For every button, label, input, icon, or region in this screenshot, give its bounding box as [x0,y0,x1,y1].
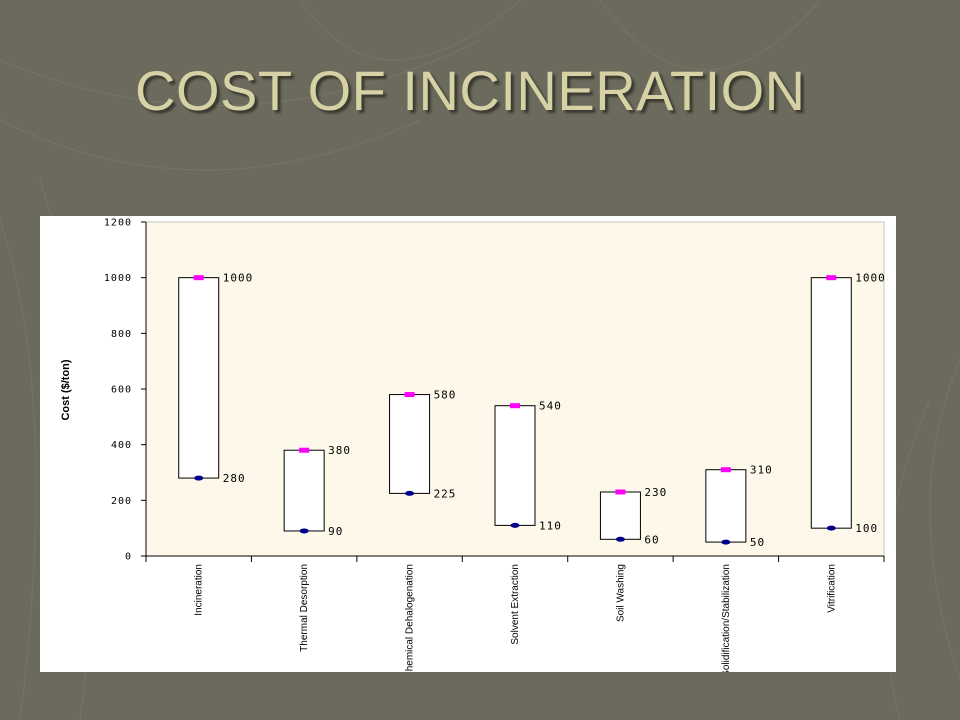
low-marker [405,490,415,496]
y-axis-title: Cost ($/ton) [60,359,72,420]
range-bar [494,405,536,526]
low-marker [299,528,309,534]
category-label: Chemical Dehalogenation [405,564,416,672]
high-value-label: 1000 [223,272,254,285]
low-marker [510,522,520,528]
range-bar [810,277,852,529]
range-chart: 0 200 400 600 800 1000 1200 1000 280 380 90 580 225… [60,218,886,673]
category-label: Solidification/Stabilization [721,564,732,672]
category-label: Soil Washing [615,564,626,622]
low-value-label: 100 [855,522,878,535]
high-value-label: 380 [328,444,351,457]
y-tick-label: 200 [111,496,132,507]
low-marker [826,525,836,531]
low-marker [615,536,625,542]
high-marker [510,403,520,409]
y-tick-label: 800 [111,329,132,340]
category-label: Thermal Desorption [299,564,310,652]
high-value-label: 580 [434,389,457,402]
category-labels: Incineration Thermal Desorption Chemical D… [194,564,838,672]
high-marker [404,392,415,398]
low-marker [721,539,731,545]
high-value-label: 540 [539,400,562,413]
range-bar [389,394,431,494]
range-bar [599,491,641,540]
y-axis [141,221,147,557]
low-value-label: 50 [750,536,765,549]
y-tick-label: 1200 [104,218,132,229]
category-label: Incineration [194,564,205,616]
low-value-label: 60 [644,533,659,546]
low-value-label: 90 [328,525,343,538]
range-bars [178,275,852,545]
high-marker [299,447,310,453]
high-marker [615,489,626,495]
high-marker [826,275,837,281]
y-tick-label: 1000 [104,273,132,284]
high-value-label: 230 [644,486,667,499]
range-bar [178,277,220,479]
y-tick-label: 600 [111,385,132,396]
y-tick-label: 400 [111,440,132,451]
range-bar [705,469,747,543]
low-value-label: 280 [223,472,246,485]
chart-panel: 0 200 400 600 800 1000 1200 1000 280 380 90 580 225… [40,216,896,672]
data-labels: 1000 280 380 90 580 225 540 110 230 60 310 50 1000 10… [223,272,886,549]
slide-title: COST OF INCINERATION [135,59,806,122]
high-value-label: 310 [750,464,773,477]
y-tick-label: 0 [125,552,132,563]
y-tick-labels: 0 200 400 600 800 1000 1200 [104,218,132,563]
high-marker [720,467,731,473]
range-bar [283,449,325,532]
category-label: Solvent Extraction [510,564,521,645]
low-marker [194,475,204,481]
x-axis [145,555,885,562]
low-value-label: 110 [539,519,562,532]
high-marker [193,275,204,281]
category-label: Vitrification [826,564,837,613]
high-value-label: 1000 [855,272,886,285]
low-value-label: 225 [434,487,457,500]
